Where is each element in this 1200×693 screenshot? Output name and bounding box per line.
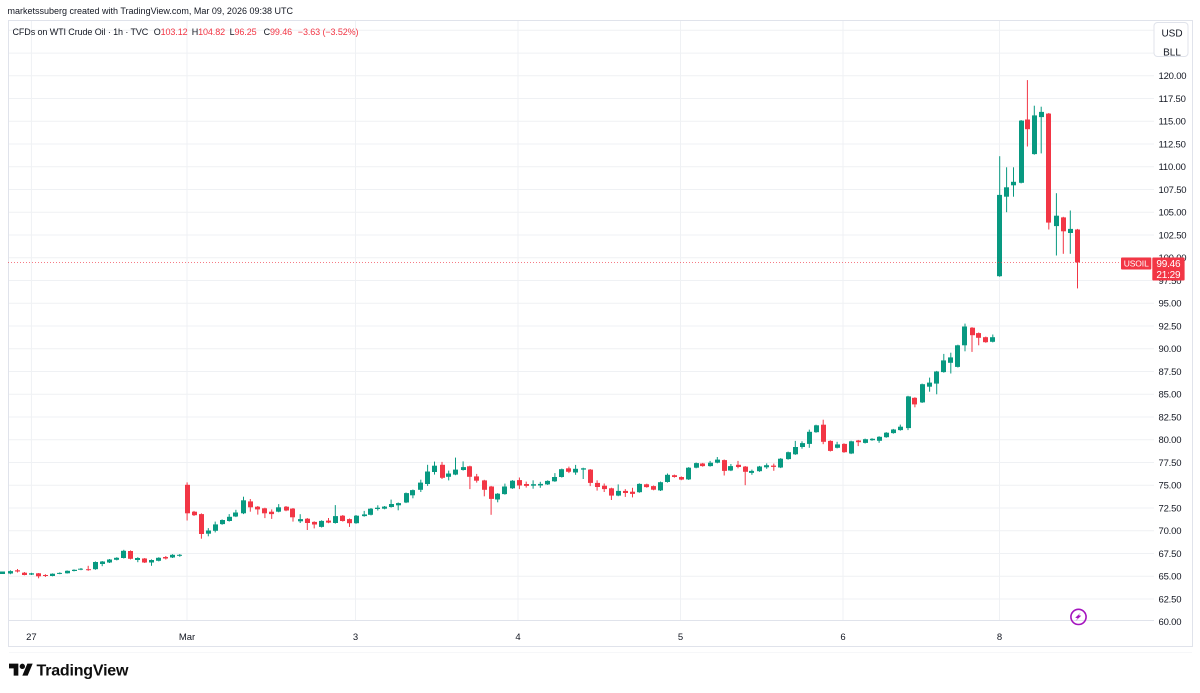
- svg-text:8: 8: [997, 632, 1002, 643]
- svg-text:82.50: 82.50: [1159, 412, 1182, 423]
- svg-text:99.46: 99.46: [1156, 259, 1181, 270]
- svg-text:USOIL: USOIL: [1124, 258, 1149, 268]
- svg-text:120.00: 120.00: [1159, 71, 1187, 82]
- svg-text:85.00: 85.00: [1159, 390, 1182, 401]
- svg-text:70.00: 70.00: [1159, 526, 1182, 537]
- svg-text:115.00: 115.00: [1159, 117, 1186, 128]
- svg-text:5: 5: [678, 632, 683, 643]
- svg-text:90.00: 90.00: [1159, 344, 1182, 355]
- svg-text:67.50: 67.50: [1159, 549, 1182, 560]
- svg-text:21:29: 21:29: [1156, 270, 1181, 281]
- svg-text:62.50: 62.50: [1159, 594, 1182, 605]
- svg-text:−3.63 (−3.52%): −3.63 (−3.52%): [298, 27, 359, 37]
- svg-text:87.50: 87.50: [1159, 367, 1182, 378]
- svg-text:4: 4: [515, 632, 520, 643]
- svg-text:75.00: 75.00: [1159, 481, 1182, 492]
- svg-text:60.00: 60.00: [1159, 617, 1182, 628]
- svg-text:Mar: Mar: [179, 632, 195, 643]
- svg-text:USD: USD: [1161, 29, 1182, 40]
- svg-text:107.50: 107.50: [1159, 185, 1187, 196]
- svg-text:97.50: 97.50: [1159, 276, 1182, 287]
- svg-text:112.50: 112.50: [1159, 139, 1186, 150]
- svg-text:110.00: 110.00: [1159, 162, 1186, 173]
- svg-text:BLL: BLL: [1163, 48, 1181, 59]
- svg-text:95.00: 95.00: [1159, 299, 1182, 310]
- svg-text:27: 27: [26, 632, 37, 643]
- svg-text:H104.82: H104.82: [192, 27, 225, 37]
- svg-text:O103.12: O103.12: [154, 27, 188, 37]
- svg-text:L96.25: L96.25: [230, 27, 257, 37]
- svg-text:65.00: 65.00: [1159, 572, 1182, 583]
- svg-text:92.50: 92.50: [1159, 321, 1182, 332]
- svg-text:72.50: 72.50: [1159, 503, 1182, 514]
- svg-text:117.50: 117.50: [1159, 94, 1186, 105]
- svg-text:6: 6: [840, 632, 845, 643]
- svg-text:CFDs on WTI Crude Oil · 1h · T: CFDs on WTI Crude Oil · 1h · TVC: [13, 27, 149, 37]
- svg-text:C99.46: C99.46: [264, 27, 293, 37]
- svg-text:marketssuberg created with Tra: marketssuberg created with TradingView.c…: [8, 6, 294, 16]
- svg-text:3: 3: [353, 632, 358, 643]
- svg-text:77.50: 77.50: [1159, 458, 1182, 469]
- svg-text:102.50: 102.50: [1159, 230, 1187, 241]
- svg-text:TradingView: TradingView: [37, 663, 130, 680]
- svg-text:105.00: 105.00: [1159, 208, 1187, 219]
- svg-text:80.00: 80.00: [1159, 435, 1182, 446]
